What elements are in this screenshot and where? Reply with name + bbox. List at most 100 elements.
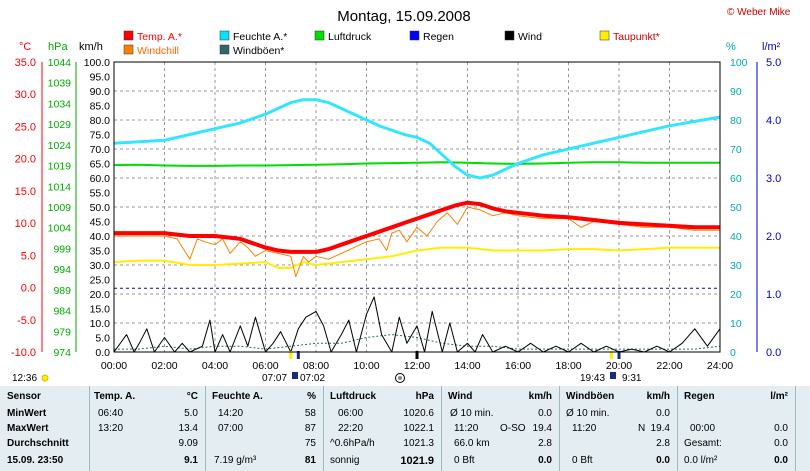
gust-avg: 2.8 [656, 438, 670, 449]
temp-tick-label: 10.0 [15, 218, 36, 230]
hum-header: Feuchte A. [212, 391, 263, 402]
avg-label: Durchschnitt [7, 438, 69, 449]
gust-column: Windböen km/h Ø 10 min. 0.0 11:20 N 19.4 2.8… [560, 386, 676, 471]
gust-header: Windböen [566, 391, 615, 402]
weather-chart: Montag, 15.09.2008 © Weber Mike Temp. A.… [11, 7, 791, 384]
temp-tick-label: 20.0 [15, 154, 36, 166]
legend-label: Regen [423, 31, 454, 43]
x-tick-label: 10:00 [353, 360, 379, 372]
kmh-tick-label: 90.0 [90, 86, 111, 98]
hpa-tick-label: 974 [53, 347, 71, 359]
press-max: 1022.1 [403, 423, 434, 434]
press-now: 1021.9 [400, 455, 434, 467]
temp-tick-label: 15.0 [15, 186, 36, 198]
humidity-column: Feuchte A.% 14:20 58 07:00 87 75 7.19 g/m³… [206, 386, 322, 471]
legend-swatch [123, 30, 134, 41]
legend-label: Windchill [137, 45, 179, 57]
sensor-column: Sensor MinWert MaxWert Durchschnitt 15.0… [0, 386, 88, 471]
kmh-tick-label: 85.0 [90, 101, 111, 113]
pct-tick-label: 20 [730, 289, 742, 301]
kmh-tick-label: 55.0 [90, 188, 111, 200]
astro-tick [296, 351, 300, 359]
gust-max: 19.4 [650, 423, 670, 434]
rain-max: 0.0 [774, 423, 788, 434]
kmh-tick-label: 25.0 [90, 275, 111, 287]
astro-tick [289, 351, 293, 359]
astro-tick [617, 351, 621, 359]
pct-tick-label: 100 [730, 57, 748, 69]
hpa-tick-label: 1024 [48, 140, 72, 152]
gust-now: 0.0 [656, 455, 670, 466]
hpa-tick-label: 1029 [48, 119, 72, 131]
wind-max-time: 11:20 [454, 423, 479, 434]
wind-column: Wind km/h Ø 10 min. 0.0 11:20 O-SO 19.4 66.0… [442, 386, 558, 471]
kmh-tick-label: 50.0 [90, 202, 111, 214]
legend-label: Wind [518, 31, 542, 43]
rain-unit: l/m² [770, 391, 788, 402]
legend-swatch [123, 44, 134, 55]
hpa-tick-label: 1004 [48, 223, 72, 235]
kmh-tick-label: 20.0 [90, 289, 111, 301]
gust-max-dir: N [638, 423, 646, 434]
kmh-tick-label: 10.0 [90, 318, 111, 330]
hpa-tick-label: 1034 [48, 98, 72, 110]
sunrise-label: 07:07 [262, 373, 287, 384]
legend-label: Feuchte A.* [233, 31, 287, 43]
pct-tick-label: 30 [730, 260, 742, 272]
temp-axis-unit: °C [19, 41, 31, 53]
plot-frame [113, 61, 721, 353]
sensor-header: Sensor [7, 391, 41, 402]
hum-min-time: 14:20 [218, 408, 244, 419]
hum-avg: 75 [304, 438, 316, 449]
pct-axis-unit: % [726, 41, 736, 53]
gust-min-label: Ø 10 min. [566, 408, 610, 419]
wind-header: Wind [448, 391, 473, 402]
kmh-tick-label: 70.0 [90, 144, 111, 156]
x-tick-label: 00:00 [101, 360, 127, 372]
series-line-luftdruck [113, 161, 720, 167]
rain-now: 0.0 [774, 455, 788, 466]
temp-column: Temp. A. °C 06:40 5.0 13:20 13.4 9.09 9.1 [90, 386, 204, 471]
legend-swatch [219, 30, 230, 41]
hum-max-time: 07:00 [218, 423, 244, 434]
kmh-tick-label: 60.0 [90, 173, 111, 185]
max-label: MaxWert [7, 423, 49, 434]
rain-column: Regen l/m² 00:00 0.0 Gesamt: 0.0 0.0 l/m² 0.… [678, 386, 794, 471]
temp-max: 13.4 [178, 423, 198, 434]
sunset-label: 19:43 [580, 373, 605, 384]
gust-max-time: 11:20 [572, 423, 597, 434]
press-min: 1020.6 [403, 408, 434, 419]
rain-max-time: 00:00 [690, 423, 716, 434]
legend-label: Windböen* [233, 45, 284, 57]
temp-now: 9.1 [184, 455, 198, 466]
rain-now-label: 0.0 l/m² [684, 455, 718, 466]
legend-swatch [219, 44, 230, 55]
press-max-time: 22:20 [338, 423, 364, 434]
wind-unit: km/h [528, 391, 552, 402]
temp-unit: °C [186, 391, 198, 402]
sun-icon [41, 374, 49, 382]
rain-total: 0.0 [774, 438, 788, 449]
chart-axes: 35.0 30.0 25.0 20.0 15.0 10.0 5.0 0.0 -5.0 -10.0 1… [11, 57, 781, 372]
moonset-icon [610, 372, 616, 379]
kmh-tick-label: 45.0 [90, 217, 111, 229]
pct-tick-label: 70 [730, 144, 742, 156]
x-tick-label: 14:00 [454, 360, 480, 372]
now-label: 15.09. 23:50 [7, 455, 64, 466]
hum-min: 58 [304, 408, 316, 419]
temp-tick-label: 0.0 [21, 283, 36, 295]
press-forecast: sonnig [330, 455, 360, 466]
kmh-tick-label: 75.0 [90, 130, 111, 142]
pct-tick-label: 80 [730, 115, 742, 127]
astro-tick [609, 351, 613, 359]
temp-header: Temp. A. [94, 391, 136, 402]
hum-max: 87 [304, 423, 316, 434]
legend-swatch [504, 30, 515, 41]
gust-beaufort: 0 Bft [572, 455, 593, 466]
series-line-windb-en- [114, 334, 721, 350]
lm2-tick-label: 2.0 [766, 231, 781, 243]
wind-avg: 2.8 [538, 438, 552, 449]
pct-tick-label: 90 [730, 86, 742, 98]
moon-phase-dot-icon [398, 376, 402, 380]
kmh-tick-label: 15.0 [90, 304, 111, 316]
